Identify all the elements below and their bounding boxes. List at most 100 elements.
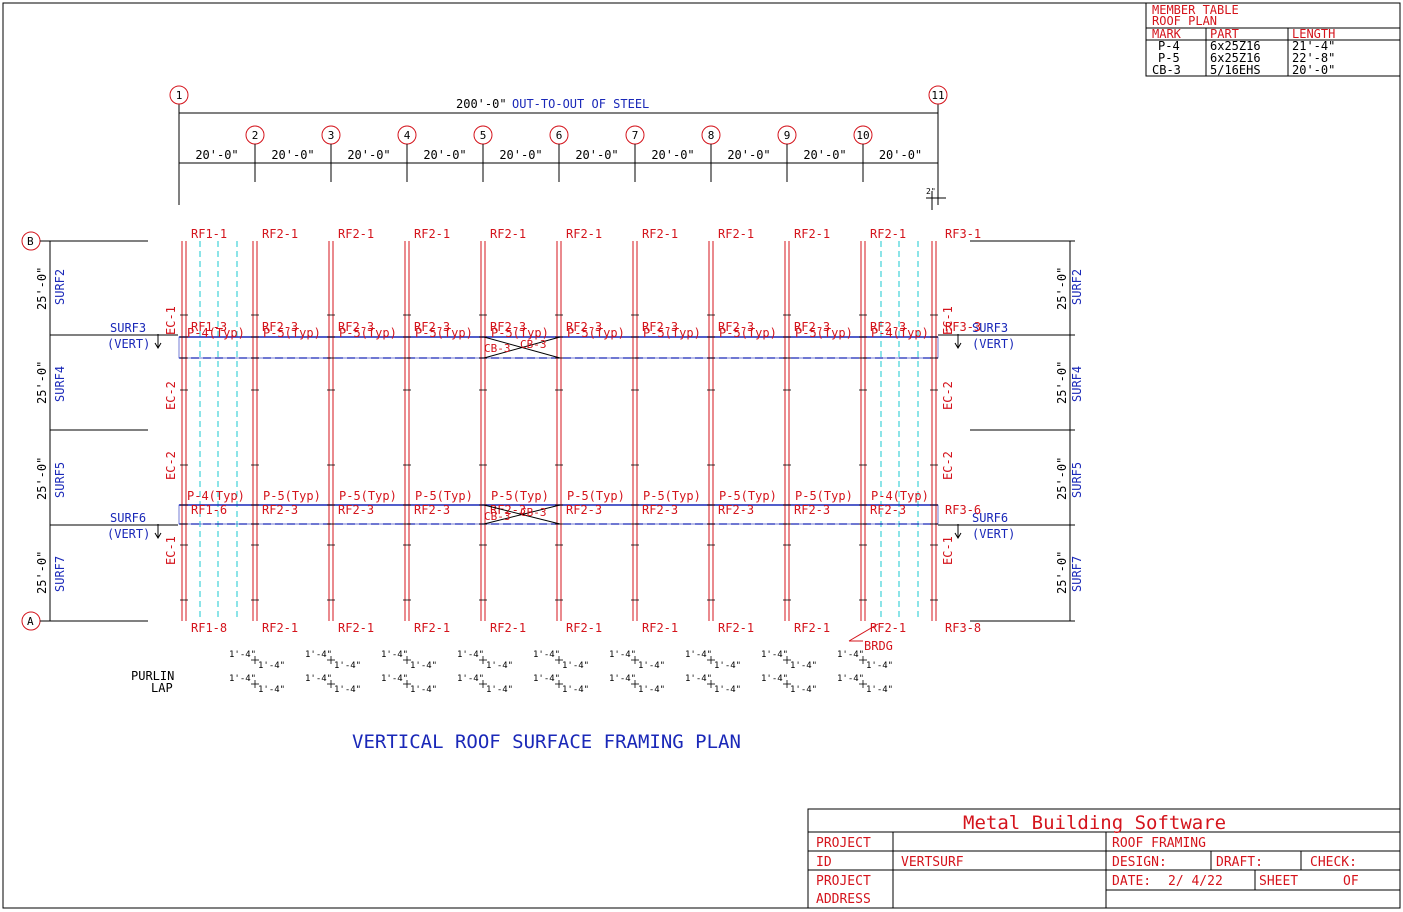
purlin-lap-value: 1'-4" (790, 661, 817, 671)
frame-mark-lower-eave: RF2-3 (794, 503, 830, 517)
surface-label: SURF2 (53, 269, 67, 305)
grid-column-label: 1 (176, 89, 183, 102)
frame-mark-upper-eave: RF1-3 (191, 320, 227, 334)
cable-brace-label: CB-3 (520, 338, 547, 351)
member-table-cell: 21'-4" (1292, 39, 1335, 53)
purlin-lap-value: 1'-4" (866, 685, 893, 695)
frame-mark-lower-eave: RF2-3 (414, 503, 450, 517)
purlin-lap-value: 1'-4" (334, 685, 361, 695)
frame-mark-lower-eave: RF2-3 (262, 503, 298, 517)
bay-dimension-value: 20'-0" (271, 148, 314, 162)
purlin-lap-value: 1'-4" (761, 674, 788, 684)
bay-dimension-value: 20'-0" (423, 148, 466, 162)
bay-dimension-value: 20'-0" (879, 148, 922, 162)
grid-row-a-label: A (27, 615, 34, 628)
purlin-lap-value: 1'-4" (609, 650, 636, 660)
frame-mark-upper-eave: RF2-3 (414, 320, 450, 334)
purlin-lap-value: 1'-4" (837, 650, 864, 660)
cable-brace-label: CB-3 (484, 510, 511, 523)
frame-mark-lower-eave: RF2-3 (566, 503, 602, 517)
surf6-left: SURF6 (110, 511, 146, 525)
purlin-lap-value: 1'-4" (305, 650, 332, 660)
frame-mark-bottom: RF2-1 (794, 621, 830, 635)
frame-mark-bottom: RF2-1 (566, 621, 602, 635)
frame-mark-upper-eave: RF3-3 (945, 320, 981, 334)
eave-member-label: EC-2 (164, 381, 178, 410)
member-table: MEMBER TABLE ROOF PLAN MARK PART LENGTH … (1145, 2, 1401, 77)
frame-mark-top: RF2-1 (338, 227, 374, 241)
member-table-cell: 6x25Z16 (1210, 51, 1261, 65)
purlin-mark-upper: P-4(Typ) (871, 326, 929, 340)
surf-height-label: 25'-0" (1055, 551, 1069, 594)
member-table-cell: P-4 (1158, 39, 1180, 53)
grid-bubble (928, 85, 948, 105)
frame-mark-upper-eave: RF2-3 (642, 320, 678, 334)
project-label: PROJECT (816, 836, 871, 851)
left-surface-labels: 25'-0" SURF2 25'-0" SURF4 25'-0" SURF5 2… (35, 267, 67, 594)
frame-mark-bottom: RF3-8 (945, 621, 981, 635)
frame-mark-bottom: RF2-1 (490, 621, 526, 635)
purlin-mark-lower: P-5(Typ) (719, 489, 777, 503)
purlin-lap-value: 1'-4" (533, 650, 560, 660)
grid-column-label: 3 (328, 129, 335, 142)
frame-mark-top: RF2-1 (718, 227, 754, 241)
purlin-lap-value: 1'-4" (381, 674, 408, 684)
frame-mark-bottom: RF1-8 (191, 621, 227, 635)
bay-dimensions: 20'-0" 20'-0" 20'-0" 20'-0" 20'-0" 20'-0" 20'-… (195, 148, 922, 162)
purlin-lap-value: 1'-4" (790, 685, 817, 695)
grid-column-label: 7 (632, 129, 639, 142)
member-table-cell: CB-3 (1152, 63, 1181, 77)
surface-label: SURF2 (1070, 269, 1084, 305)
cable-brace-label: CB-3 (520, 506, 547, 519)
frame-mark-upper-eave: RF2-3 (338, 320, 374, 334)
drawing-title: ROOF FRAMING (1112, 836, 1206, 851)
member-table-cell: 20'-0" (1292, 63, 1335, 77)
design-label: DESIGN: (1112, 855, 1167, 870)
purlin-lap-value: 1'-4" (638, 685, 665, 695)
surface-label: SURF5 (1070, 462, 1084, 498)
eave-member-label: EC-1 (941, 536, 955, 565)
end-offset-value: 2" (926, 187, 936, 196)
frame-mark-lower-eave: RF2-3 (642, 503, 678, 517)
grid-bubbles: 1 2 3 4 5 6 7 8 9 10 11 (169, 85, 948, 182)
purlin-lap-value: 1'-4" (685, 674, 712, 684)
vert-surface-callouts: SURF3 (VERT) SURF3 (VERT) SURF6 (VERT) S… (107, 321, 1015, 541)
purlin-mark-lower: P-4(Typ) (871, 489, 929, 503)
bay-dimension-value: 20'-0" (575, 148, 618, 162)
frame-mark-top: RF2-1 (414, 227, 450, 241)
purlin-lap-values: 1'-4"1'-4"1'-4"1'-4"1'-4"1'-4"1'-4"1'-4"… (229, 650, 893, 695)
purlin-lap-value: 1'-4" (229, 674, 256, 684)
frame-mark-top: RF1-1 (191, 227, 227, 241)
surf-height-label: 25'-0" (35, 457, 49, 500)
surf6-right: SURF6 (972, 511, 1008, 525)
frame-mark-top: RF2-1 (262, 227, 298, 241)
member-table-header-part: PART (1210, 27, 1239, 41)
purlin-lap-value: 1'-4" (229, 650, 256, 660)
purlin-lap-value: 1'-4" (714, 685, 741, 695)
grid-column-label: 5 (480, 129, 487, 142)
grid-column-label: 9 (784, 129, 791, 142)
bridging-label: BRDG (864, 639, 893, 653)
grid-bubble (169, 85, 189, 105)
surface-label: SURF7 (53, 556, 67, 592)
purlin-mark-lower: P-5(Typ) (415, 489, 473, 503)
vert-note: (VERT) (972, 337, 1015, 351)
surf3-left: SURF3 (110, 321, 146, 335)
member-table-cell: 22'-8" (1292, 51, 1335, 65)
bay-dimension-value: 20'-0" (727, 148, 770, 162)
purlin-mark-lower: P-5(Typ) (567, 489, 625, 503)
purlin-lap-value: 1'-4" (410, 685, 437, 695)
of-label: OF (1343, 874, 1359, 889)
frame-mark-bottom: RF2-1 (718, 621, 754, 635)
frame-mark-top: RF2-1 (566, 227, 602, 241)
purlin-mark-lower: P-4(Typ) (187, 489, 245, 503)
purlin-lap-value: 1'-4" (410, 661, 437, 671)
surface-label: SURF4 (1070, 366, 1084, 402)
date-label: DATE: (1112, 874, 1151, 889)
vert-note: (VERT) (972, 527, 1015, 541)
grid-column-label: 6 (556, 129, 563, 142)
frame-mark-lower-eave: RF1-6 (191, 503, 227, 517)
frame-mark-lower-eave: RF2-3 (718, 503, 754, 517)
surf-height-label: 25'-0" (1055, 267, 1069, 310)
